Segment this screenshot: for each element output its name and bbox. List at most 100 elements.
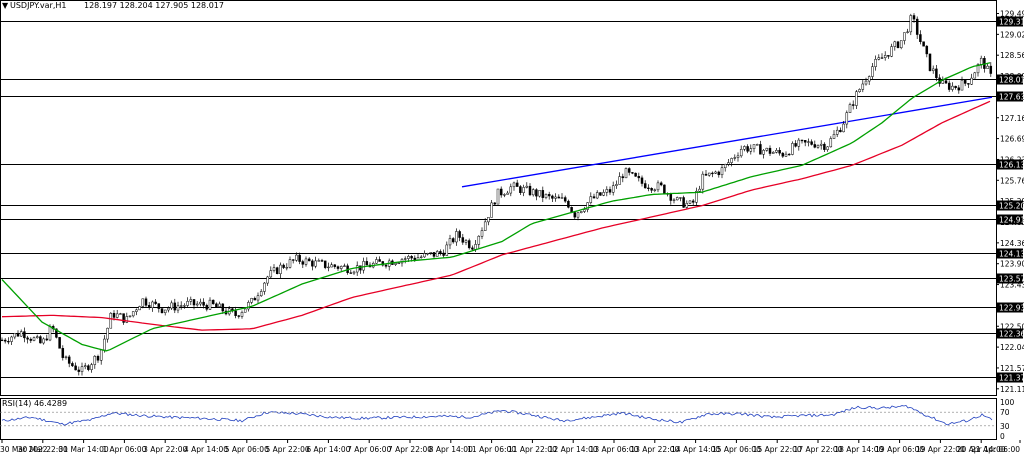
- y-tick-label: 126.690: [1000, 135, 1024, 144]
- x-tick-label: 12 Apr 14:00: [549, 445, 598, 454]
- candle-body: [810, 141, 813, 145]
- candle-body: [656, 182, 660, 191]
- candle-body: [765, 147, 769, 151]
- rsi-level-label: 30: [1000, 422, 1010, 431]
- rsi-pane-frame: [0, 398, 997, 440]
- candle-body: [787, 153, 791, 156]
- candle-body: [743, 146, 746, 150]
- candle-body: [720, 167, 724, 176]
- candle-body: [928, 53, 932, 71]
- candle-body: [221, 303, 225, 312]
- candle-body: [314, 260, 317, 267]
- candle-body: [90, 364, 93, 370]
- candle-body: [199, 301, 202, 305]
- candle-body: [352, 271, 356, 274]
- candle-body: [157, 303, 161, 309]
- candle-body: [672, 199, 676, 201]
- candle-body: [93, 356, 97, 365]
- level-tag-bg: [997, 214, 1023, 225]
- candle-body: [640, 177, 644, 184]
- candle-body: [813, 144, 817, 148]
- candle-body: [256, 295, 260, 301]
- candle-body: [759, 144, 762, 155]
- candle-body: [336, 266, 340, 269]
- y-tick-label: 122.500: [1000, 322, 1024, 331]
- x-tick-label: 19 Apr 06:00: [875, 445, 924, 454]
- candle-body: [701, 173, 705, 190]
- dropdown-arrow-icon[interactable]: ▼: [2, 1, 9, 10]
- candle-body: [794, 143, 797, 147]
- candle-body: [189, 299, 193, 302]
- candle-body: [490, 202, 493, 218]
- candle-body: [768, 147, 772, 154]
- candle-body: [71, 363, 74, 367]
- candle-body: [269, 270, 273, 278]
- candle-body: [749, 148, 753, 152]
- candle-body: [583, 209, 586, 212]
- candle-body: [343, 265, 346, 267]
- candle-body: [471, 247, 474, 250]
- candle-body: [909, 15, 913, 33]
- horizontal-levels: [0, 21, 996, 378]
- candle-body: [531, 189, 535, 196]
- candle-body: [883, 55, 887, 58]
- trendline-layer: [461, 96, 993, 188]
- candle-body: [138, 306, 141, 311]
- candle-body: [3, 339, 7, 342]
- candle-body: [151, 301, 154, 308]
- x-tick-label: 19 Apr 22:00: [916, 445, 965, 454]
- candle-body: [301, 261, 305, 265]
- candle-body: [733, 157, 737, 159]
- candle-body: [119, 313, 122, 315]
- x-tick-label: 7 Apr 22:00: [388, 445, 432, 454]
- candle-body: [922, 41, 925, 47]
- candle-body: [944, 80, 948, 84]
- candle-body: [887, 55, 890, 57]
- chart-symbol-label: USDJPY.var,H1: [10, 1, 66, 10]
- candle-body: [538, 190, 541, 197]
- level-tag-bg: [997, 372, 1023, 383]
- candle-body: [519, 186, 522, 193]
- candle-body: [842, 123, 845, 133]
- candle-body: [173, 302, 177, 311]
- candle-body: [323, 260, 327, 268]
- candle-body: [19, 331, 23, 337]
- candle-body: [739, 149, 743, 157]
- level-tag-bg: [997, 16, 1023, 27]
- level-tag-bg: [997, 200, 1023, 211]
- x-tick-label: 1 Apr 06:00: [102, 445, 146, 454]
- level-tag-bg: [997, 248, 1023, 259]
- candle-body: [864, 80, 868, 85]
- x-tick-label: 21 Apr 06:00: [971, 445, 1020, 454]
- candle-body: [455, 231, 458, 243]
- candle-body: [237, 315, 241, 317]
- candle-body: [746, 146, 749, 152]
- candle-body: [797, 139, 801, 147]
- candle-body: [67, 356, 71, 364]
- candle-body: [291, 259, 295, 261]
- x-tick-label: 15 Apr 06:00: [712, 445, 761, 454]
- y-tick-label: 121.570: [1000, 364, 1024, 373]
- candle-body: [557, 196, 561, 199]
- candle-body: [432, 252, 436, 257]
- candle-body: [253, 298, 257, 301]
- candle-body: [23, 331, 26, 339]
- y-tick-label: 124.360: [1000, 239, 1024, 248]
- candle-body: [605, 189, 609, 193]
- candle-body: [215, 303, 218, 307]
- candle-body: [512, 182, 516, 188]
- level-tag-label: 126.133: [999, 161, 1024, 170]
- candle-body: [663, 184, 666, 194]
- x-tick-label: 17 Apr 22:00: [794, 445, 843, 454]
- candle-body: [103, 338, 106, 351]
- candle-body: [778, 149, 781, 154]
- candle-body: [464, 240, 468, 243]
- candle-body: [855, 91, 858, 106]
- candle-body: [135, 309, 138, 312]
- x-tick-label: 13 Apr 22:00: [630, 445, 679, 454]
- candle-body: [419, 256, 423, 258]
- ma-green-line: [1, 62, 991, 352]
- candle-body: [631, 172, 634, 174]
- candle-body: [848, 104, 852, 113]
